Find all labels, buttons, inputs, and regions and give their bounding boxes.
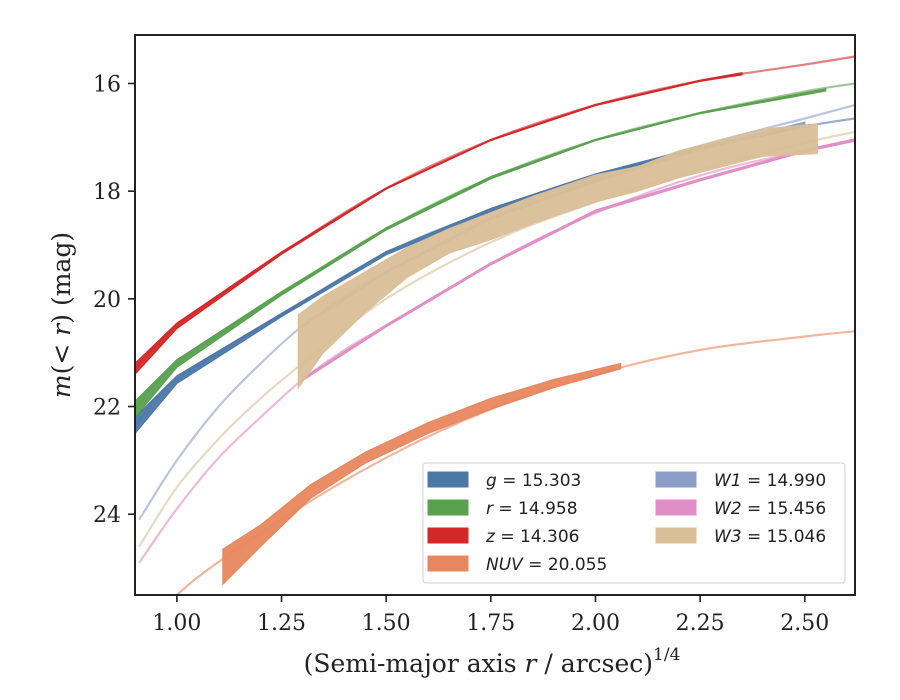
legend-swatch-g xyxy=(427,471,469,488)
legend-swatch-NUV xyxy=(427,555,469,572)
y-tick-label: 16 xyxy=(93,72,121,97)
legend-label-W3: W3 = 15.046 xyxy=(714,527,826,547)
series-bands xyxy=(135,71,855,586)
series-band-r xyxy=(135,88,827,419)
x-tick-label: 2.25 xyxy=(676,611,725,636)
series-band-W2 xyxy=(301,138,855,382)
legend-label-W2: W2 = 15.456 xyxy=(714,499,826,519)
y-tick-label: 22 xyxy=(93,396,121,421)
legend-label-W1: W1 = 14.990 xyxy=(714,471,826,491)
legend-box xyxy=(422,462,846,584)
y-tick-label: 18 xyxy=(93,180,121,205)
x-tick-label: 1.50 xyxy=(362,611,411,636)
legend-swatch-r xyxy=(427,499,469,516)
legend: g = 15.303 r = 14.958 z = 14.306 NUV = 20.0… xyxy=(422,462,846,584)
y-tick-label: 20 xyxy=(93,288,121,313)
series-band-z xyxy=(135,71,743,376)
legend-swatch-W2 xyxy=(655,499,697,516)
legend-swatch-z xyxy=(427,527,469,544)
x-tick-label: 2.50 xyxy=(780,611,829,636)
x-axis-label: (Semi-major axis r / arcsec)1/4 xyxy=(304,645,681,678)
y-axis-ticks: 16 18 20 22 24 xyxy=(93,72,135,528)
x-axis-ticks: 1.00 1.25 1.50 1.75 2.00 2.25 2.50 xyxy=(152,595,829,636)
legend-label-g: g = 15.303 xyxy=(486,471,581,491)
legend-label-NUV: NUV = 20.055 xyxy=(486,555,607,575)
plot-frame xyxy=(134,34,856,596)
legend-label-z: z = 14.306 xyxy=(485,527,579,547)
x-tick-label: 1.25 xyxy=(257,611,306,636)
series-band-W3 xyxy=(297,123,818,390)
series-band-NUV xyxy=(222,362,622,586)
x-tick-label: 2.00 xyxy=(571,611,620,636)
y-tick-label: 24 xyxy=(93,503,121,528)
y-axis-label: m(< r) (mag) xyxy=(47,232,76,398)
x-tick-label: 1.00 xyxy=(152,611,201,636)
legend-swatch-W3 xyxy=(655,527,697,544)
x-tick-label: 1.75 xyxy=(466,611,515,636)
legend-label-r: r = 14.958 xyxy=(486,499,578,519)
legend-swatch-W1 xyxy=(655,471,697,488)
